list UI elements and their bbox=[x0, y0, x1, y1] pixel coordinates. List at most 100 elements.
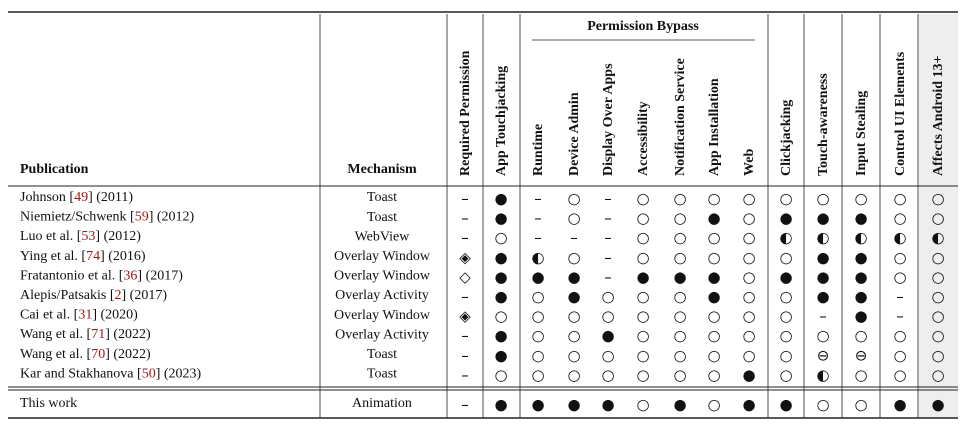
cell-symbol: – bbox=[461, 366, 469, 384]
cell-symbol: – bbox=[461, 396, 469, 414]
cell-symbol: ● bbox=[567, 268, 580, 286]
cell-symbol: ○ bbox=[636, 248, 649, 266]
cell-symbol: – bbox=[461, 190, 469, 208]
publication: Wang et al. [70] (2022) bbox=[20, 347, 151, 362]
publication-part: Fratantonio et al. [ bbox=[20, 269, 124, 284]
cell-symbol: ○ bbox=[779, 248, 792, 266]
cell-symbol: ○ bbox=[742, 248, 755, 266]
cell-symbol: ○ bbox=[673, 307, 686, 325]
cell-symbol: ○ bbox=[567, 346, 580, 364]
cell-symbol: ○ bbox=[742, 346, 755, 364]
cell-symbol: ● bbox=[779, 209, 792, 227]
cell-symbol: ○ bbox=[931, 366, 944, 384]
cell-symbol: ● bbox=[854, 307, 867, 325]
cell-symbol: ● bbox=[494, 327, 507, 345]
mechanism: Toast bbox=[367, 210, 397, 225]
mechanism: Overlay Window bbox=[334, 269, 431, 284]
publication-part: ] (2023) bbox=[156, 367, 202, 382]
cell-symbol: ○ bbox=[673, 288, 686, 306]
cell-symbol: ○ bbox=[567, 327, 580, 345]
cell-symbol: – bbox=[461, 229, 469, 247]
cell-symbol: ● bbox=[816, 288, 829, 306]
column-header: App Touchjacking bbox=[494, 66, 509, 176]
cell-symbol: ● bbox=[494, 209, 507, 227]
column-header: Runtime bbox=[531, 124, 546, 176]
cell-symbol: ○ bbox=[707, 307, 720, 325]
cell-symbol: ○ bbox=[854, 327, 867, 345]
publication: Niemietz/Schwenk [59] (2012) bbox=[20, 210, 195, 225]
cell-symbol: ◐ bbox=[854, 229, 867, 247]
cell-symbol: ○ bbox=[636, 307, 649, 325]
citation: 36 bbox=[123, 269, 137, 284]
cell-symbol: ● bbox=[931, 396, 944, 414]
header: Mechanism bbox=[347, 162, 417, 177]
cell-symbol: ○ bbox=[601, 288, 614, 306]
cell-symbol: ○ bbox=[779, 366, 792, 384]
cell-symbol: ○ bbox=[567, 366, 580, 384]
citation: 53 bbox=[81, 229, 95, 244]
column-header: Control UI Elements bbox=[893, 51, 908, 176]
cell-symbol: ○ bbox=[931, 327, 944, 345]
cell-symbol: ○ bbox=[673, 366, 686, 384]
mechanism: WebView bbox=[355, 229, 411, 244]
column-header: Device Admin bbox=[567, 92, 582, 176]
column-header: Affects Android 13+ bbox=[931, 55, 946, 176]
cell-symbol: ● bbox=[742, 366, 755, 384]
publication-part: This work bbox=[20, 396, 77, 411]
cell-symbol: ○ bbox=[636, 190, 649, 208]
cell-symbol: ○ bbox=[707, 396, 720, 414]
cell-symbol: – bbox=[604, 248, 612, 266]
cell-symbol: – bbox=[461, 288, 469, 306]
publication: This work bbox=[20, 396, 77, 411]
cell-symbol: ○ bbox=[931, 248, 944, 266]
cell-symbol: ○ bbox=[636, 396, 649, 414]
cell-symbol: ● bbox=[893, 396, 906, 414]
cell-symbol: ○ bbox=[601, 346, 614, 364]
publication: Luo et al. [53] (2012) bbox=[20, 229, 141, 244]
cell-symbol: ● bbox=[854, 248, 867, 266]
mechanism: Overlay Window bbox=[334, 308, 431, 323]
cell-symbol: ○ bbox=[742, 229, 755, 247]
column-header: Notification Service bbox=[673, 58, 688, 176]
cell-symbol: ○ bbox=[494, 366, 507, 384]
publication-part: Wang et al. [ bbox=[20, 327, 92, 342]
cell-symbol: ○ bbox=[854, 366, 867, 384]
cell-symbol: ○ bbox=[779, 288, 792, 306]
cell-symbol: ○ bbox=[636, 366, 649, 384]
cell-symbol: ○ bbox=[601, 307, 614, 325]
cell-symbol: ● bbox=[854, 288, 867, 306]
column-header: Display Over Apps bbox=[601, 63, 616, 176]
cell-symbol: ⊖ bbox=[817, 346, 830, 364]
cell-symbol: ○ bbox=[816, 190, 829, 208]
cell-symbol: – bbox=[461, 327, 469, 345]
cell-symbol: ● bbox=[779, 268, 792, 286]
cell-symbol: ● bbox=[494, 248, 507, 266]
cell-symbol: ◐ bbox=[931, 229, 944, 247]
cell-symbol: ● bbox=[816, 248, 829, 266]
publication: Johnson [49] (2011) bbox=[20, 190, 133, 205]
publication-part: Luo et al. [ bbox=[20, 229, 82, 244]
cell-symbol: – bbox=[896, 307, 904, 325]
column-header: App Installation bbox=[707, 78, 722, 176]
mechanism: Animation bbox=[352, 396, 412, 411]
cell-symbol: ○ bbox=[893, 327, 906, 345]
mechanism: Overlay Activity bbox=[335, 288, 429, 303]
column-header: Required Permission bbox=[458, 50, 473, 176]
cell-symbol: – bbox=[534, 229, 542, 247]
cell-symbol: ○ bbox=[673, 327, 686, 345]
mechanism: Overlay Activity bbox=[335, 327, 429, 342]
cell-symbol: ● bbox=[531, 396, 544, 414]
cell-symbol: ○ bbox=[742, 209, 755, 227]
cell-symbol: ○ bbox=[742, 327, 755, 345]
cell-symbol: ○ bbox=[567, 307, 580, 325]
cell-symbol: ○ bbox=[673, 229, 686, 247]
cell-symbol: ○ bbox=[636, 229, 649, 247]
cell-symbol: ● bbox=[567, 396, 580, 414]
publication-part: ] (2020) bbox=[92, 308, 138, 323]
cell-symbol: ○ bbox=[742, 190, 755, 208]
mechanism: Toast bbox=[367, 190, 397, 205]
cell-symbol: ○ bbox=[931, 209, 944, 227]
publication-part: Alepis/Patsakis [ bbox=[20, 288, 115, 303]
cell-symbol: ○ bbox=[707, 327, 720, 345]
